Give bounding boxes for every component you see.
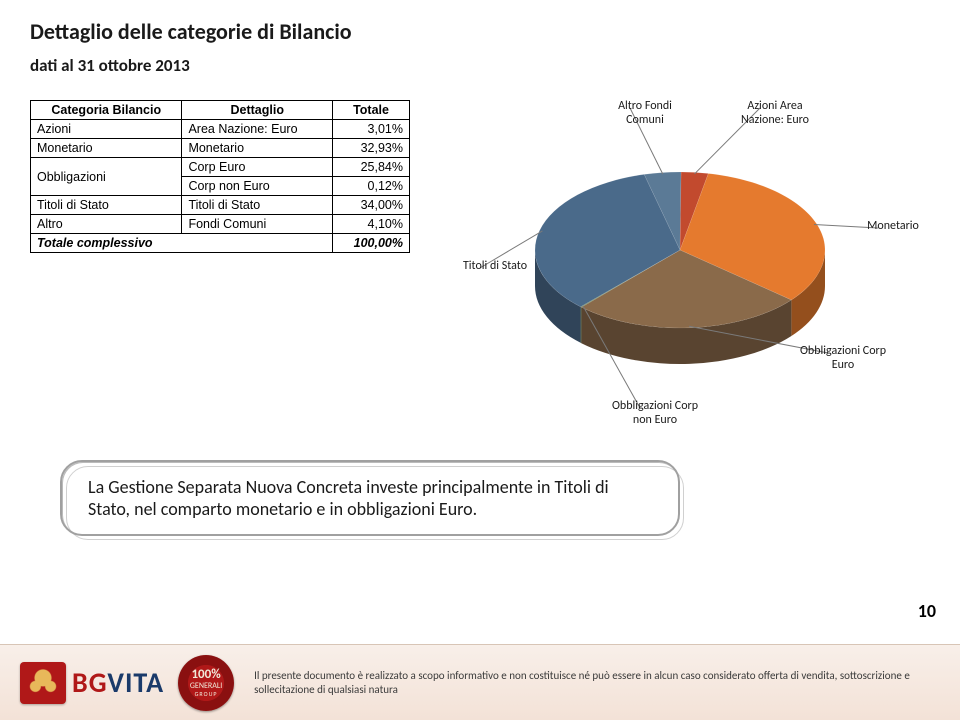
table-row: Monetario Monetario 32,93% bbox=[31, 139, 410, 158]
brand-logo: BGVITA bbox=[20, 662, 164, 704]
chart-slice-label: Monetario bbox=[848, 220, 938, 234]
col-header: Categoria Bilancio bbox=[31, 101, 182, 120]
table-row: Altro Fondi Comuni 4,10% bbox=[31, 215, 410, 234]
cell: Obbligazioni bbox=[31, 158, 182, 196]
page-subtitle: dati al 31 ottobre 2013 bbox=[30, 55, 930, 76]
table-row: Obbligazioni Corp Euro 25,84% bbox=[31, 158, 410, 177]
seal-tag: GROUP bbox=[190, 691, 222, 698]
cell: Altro bbox=[31, 215, 182, 234]
cell: Fondi Comuni bbox=[182, 215, 333, 234]
cell: 34,00% bbox=[333, 196, 410, 215]
col-header: Dettaglio bbox=[182, 101, 333, 120]
callout-text: La Gestione Separata Nuova Concreta inve… bbox=[88, 476, 652, 520]
table-total-row: Totale complessivo 100,00% bbox=[31, 234, 410, 253]
brand-text: BGVITA bbox=[72, 670, 164, 695]
footer-disclaimer: Il presente documento è realizzato a sco… bbox=[254, 669, 940, 697]
cell: 32,93% bbox=[333, 139, 410, 158]
callout-box: La Gestione Separata Nuova Concreta inve… bbox=[60, 460, 680, 536]
cell: Totale complessivo bbox=[31, 234, 333, 253]
chart-slice-label: Altro Fondi Comuni bbox=[600, 100, 690, 128]
chart-slice-label: Obbligazioni Corp non Euro bbox=[610, 400, 700, 428]
pie-chart-svg bbox=[440, 100, 930, 450]
cell: 25,84% bbox=[333, 158, 410, 177]
footer-bar: BGVITA 100% GENERALI GROUP Il presente d… bbox=[0, 644, 960, 720]
cell: 100,00% bbox=[333, 234, 410, 253]
table-header-row: Categoria Bilancio Dettaglio Totale bbox=[31, 101, 410, 120]
cell: 3,01% bbox=[333, 120, 410, 139]
chart-slice-label: Obbligazioni Corp Euro bbox=[798, 345, 888, 373]
pie-chart: Altro Fondi Comuni Azioni Area Nazione: E… bbox=[440, 100, 930, 450]
cell: 0,12% bbox=[333, 177, 410, 196]
cell: Monetario bbox=[31, 139, 182, 158]
table-row: Azioni Area Nazione: Euro 3,01% bbox=[31, 120, 410, 139]
seal-pct: 100% bbox=[190, 668, 222, 682]
cell: Corp Euro bbox=[182, 158, 333, 177]
page-title: Dettaglio delle categorie di Bilancio bbox=[30, 18, 930, 45]
cell: Corp non Euro bbox=[182, 177, 333, 196]
cell: Titoli di Stato bbox=[182, 196, 333, 215]
lion-icon bbox=[20, 662, 66, 704]
cell: 4,10% bbox=[333, 215, 410, 234]
generali-seal-icon: 100% GENERALI GROUP bbox=[178, 655, 234, 711]
page-number: 10 bbox=[918, 600, 936, 622]
col-header: Totale bbox=[333, 101, 410, 120]
cell: Area Nazione: Euro bbox=[182, 120, 333, 139]
cell: Azioni bbox=[31, 120, 182, 139]
chart-slice-label: Azioni Area Nazione: Euro bbox=[730, 100, 820, 128]
cell: Titoli di Stato bbox=[31, 196, 182, 215]
cell: Monetario bbox=[182, 139, 333, 158]
data-table: Categoria Bilancio Dettaglio Totale Azio… bbox=[30, 100, 410, 450]
chart-slice-label: Titoli di Stato bbox=[450, 260, 540, 274]
table-row: Titoli di Stato Titoli di Stato 34,00% bbox=[31, 196, 410, 215]
